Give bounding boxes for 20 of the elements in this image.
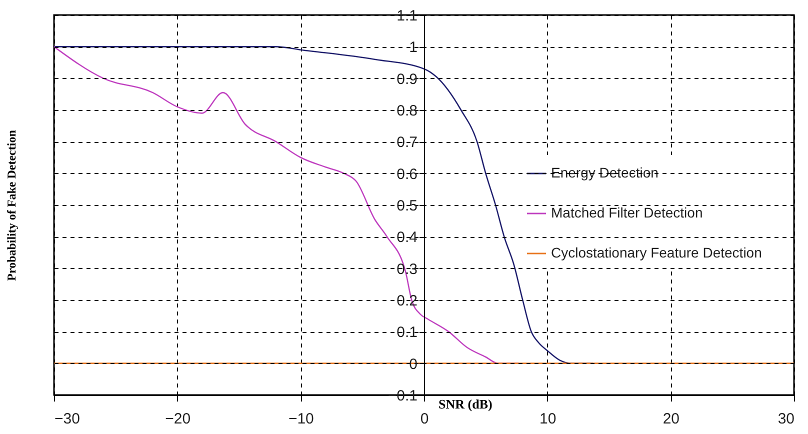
y-tick-label: 0.6 bbox=[396, 166, 418, 183]
x-tick-label: −10 bbox=[288, 410, 314, 428]
legend-label: Matched Filter Detection bbox=[551, 204, 703, 220]
legend-label: Cyclostationary Feature Detection bbox=[551, 244, 762, 260]
x-tick-label: 0 bbox=[420, 410, 429, 428]
y-tick-label: 0.1 bbox=[396, 324, 418, 342]
y-tick-label: 0.5 bbox=[396, 198, 418, 214]
x-axis-title: SNR (dB) bbox=[438, 396, 492, 412]
x-tick-label: 30 bbox=[778, 410, 794, 428]
legend-label: Energy Detection bbox=[551, 164, 658, 180]
y-tick-label: 0.7 bbox=[396, 134, 418, 152]
x-tick-label: −30 bbox=[54, 410, 80, 428]
y-tick-label: 0.4 bbox=[396, 229, 418, 246]
y-tick-label: 0.9 bbox=[396, 70, 418, 88]
x-tick-label: −20 bbox=[165, 410, 191, 428]
x-tick-label: 10 bbox=[539, 410, 556, 428]
y-tick-label: 1 bbox=[409, 39, 418, 56]
y-tick-label: 0.8 bbox=[396, 102, 418, 120]
x-tick-label: 20 bbox=[662, 410, 680, 428]
y-axis-title: Probability of Fake Detection bbox=[4, 130, 18, 281]
